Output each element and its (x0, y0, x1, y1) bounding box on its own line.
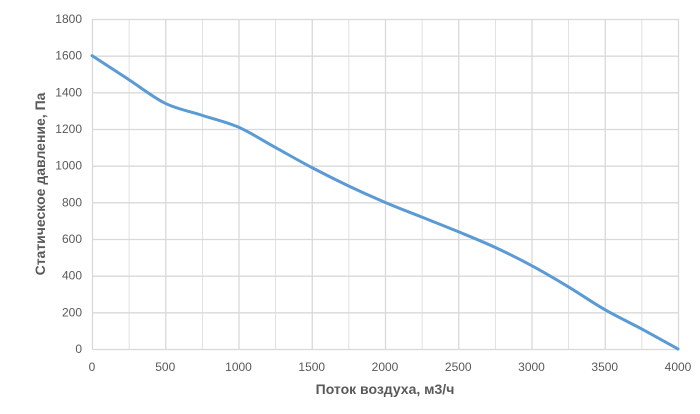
x-tick-label: 500 (155, 360, 175, 374)
x-tick-label: 1500 (298, 360, 325, 374)
y-axis-title: Статическое давление, Па (32, 92, 48, 275)
x-axis-ticks: 0 500 1000 1500 2000 2500 3000 3500 4000 (89, 360, 692, 374)
y-tick-label: 400 (62, 269, 82, 283)
x-tick-label: 1000 (225, 360, 252, 374)
x-axis-title: Поток воздуха, м3/ч (316, 381, 455, 397)
y-tick-label: 800 (62, 195, 82, 209)
x-tick-label: 3000 (518, 360, 545, 374)
y-axis-ticks: 0 200 400 600 800 1000 1200 1400 1600 1800 (55, 12, 82, 356)
x-tick-label: 0 (89, 360, 96, 374)
gridlines (91, 18, 680, 351)
y-tick-label: 1800 (55, 12, 82, 26)
y-tick-label: 1400 (55, 85, 82, 99)
y-tick-label: 200 (62, 305, 82, 319)
y-tick-label: 600 (62, 232, 82, 246)
x-tick-label: 3500 (591, 360, 618, 374)
x-tick-label: 2500 (445, 360, 472, 374)
y-tick-label: 0 (75, 342, 82, 356)
data-line (90, 54, 680, 351)
y-tick-label: 1200 (55, 122, 82, 136)
x-tick-label: 2000 (372, 360, 399, 374)
x-tick-label: 4000 (665, 360, 692, 374)
y-tick-label: 1600 (55, 49, 82, 63)
y-tick-label: 1000 (55, 159, 82, 173)
